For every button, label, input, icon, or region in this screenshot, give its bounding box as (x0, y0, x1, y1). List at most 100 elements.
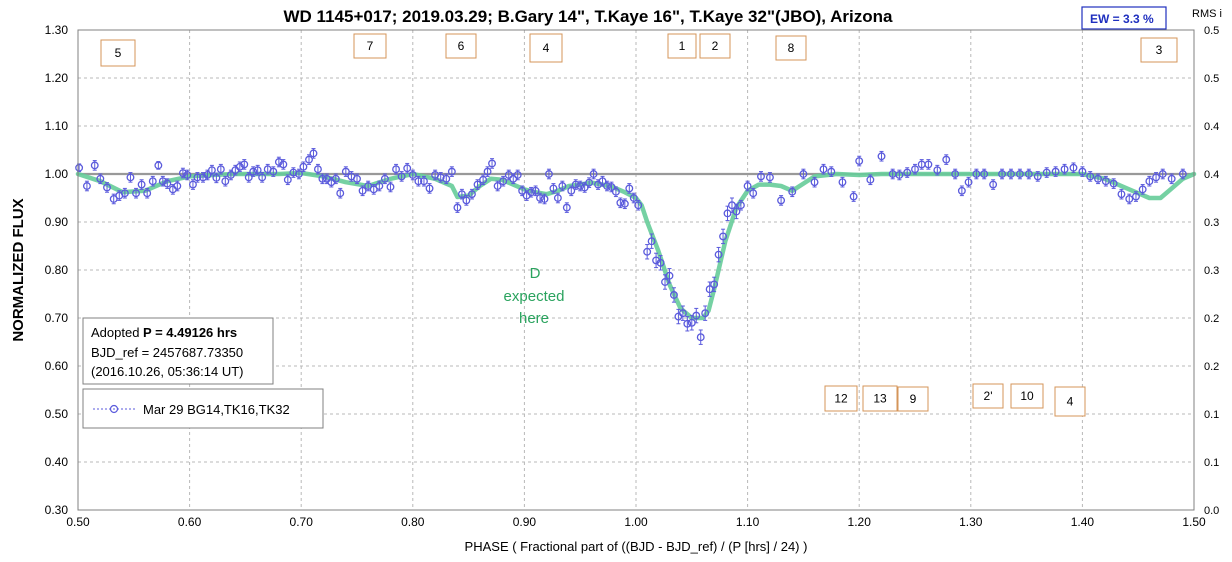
data-point (462, 195, 471, 206)
y-tick-label: 1.20 (45, 71, 69, 85)
svg-text:8: 8 (788, 41, 795, 55)
y-tick-label: 0.90 (45, 215, 69, 229)
data-point (386, 181, 395, 193)
event-marker-top: 6 (445, 33, 477, 59)
data-point (714, 246, 723, 263)
y-tick-label: 0.80 (45, 263, 69, 277)
data-point (1125, 193, 1134, 205)
data-point (467, 188, 476, 200)
x-tick-label: 1.10 (736, 515, 760, 529)
data-point (827, 166, 836, 177)
data-point (957, 185, 966, 197)
x-tick-label: 1.00 (624, 515, 648, 529)
right-tick-label: 0.2 (1204, 361, 1219, 373)
x-tick-label: 0.60 (178, 515, 202, 529)
right-tick-label: 0.1 (1204, 457, 1219, 469)
data-point (90, 160, 99, 171)
y-tick-label: 0.60 (45, 359, 69, 373)
right-tick-label: 0.1 (1204, 409, 1219, 421)
data-point (1078, 166, 1087, 177)
event-marker-bottom: 10 (1010, 383, 1044, 409)
data-point (504, 169, 513, 181)
data-point (924, 159, 933, 170)
data-point (665, 268, 674, 284)
data-point (479, 174, 488, 186)
x-tick-labels: 0.50 0.60 0.70 0.80 0.90 1.00 1.10 1.20 1.30 1.40… (66, 515, 1206, 529)
data-point (736, 199, 745, 211)
data-point (989, 179, 998, 190)
right-axis-title: RMS i (1192, 8, 1222, 20)
data-point (109, 193, 118, 205)
data-point (183, 169, 192, 181)
y-tick-label: 1.10 (45, 119, 69, 133)
svg-text:13: 13 (873, 392, 887, 406)
data-point (221, 175, 230, 187)
data-point (710, 276, 719, 293)
data-point (1101, 175, 1110, 187)
data-point (652, 252, 661, 269)
data-point (380, 173, 389, 185)
data-point (513, 169, 522, 181)
data-point (972, 168, 981, 180)
legend: Mar 29 BG14,TK16,TK32 (82, 388, 324, 429)
data-point (1167, 173, 1176, 185)
svg-text:3: 3 (1156, 43, 1163, 57)
data-point (1007, 168, 1015, 180)
data-point (331, 173, 340, 185)
data-point (634, 199, 643, 211)
data-point (420, 175, 428, 187)
data-point (656, 255, 665, 271)
annotation-d-expected: D expected here (504, 265, 565, 327)
data-point (258, 172, 267, 183)
plot-frame (77, 29, 1195, 511)
data-point (436, 172, 445, 183)
data-point (143, 187, 152, 199)
x-tick-label: 0.90 (513, 515, 537, 529)
data-point (493, 180, 502, 192)
data-point (473, 179, 482, 190)
data-point (1033, 171, 1042, 182)
data-point (838, 176, 847, 188)
svg-text:12: 12 (834, 392, 848, 406)
data-point (137, 179, 146, 190)
event-marker-top: 3 (1140, 37, 1178, 63)
x-tick-label: 0.80 (401, 515, 425, 529)
data-point (933, 164, 942, 176)
event-marker-top: 5 (100, 39, 136, 67)
data-point (589, 168, 598, 180)
data-point (299, 161, 308, 173)
data-point (877, 150, 886, 162)
data-point (178, 167, 187, 179)
data-point (661, 274, 669, 290)
svg-text:1: 1 (679, 39, 686, 53)
right-tick-label: 0.3 (1204, 265, 1219, 277)
data-point (442, 173, 451, 185)
data-point (1158, 168, 1167, 180)
data-point (571, 179, 580, 190)
data-point (743, 180, 752, 192)
data-point (625, 183, 634, 194)
data-point (616, 197, 625, 209)
data-point (678, 305, 687, 321)
data-point (341, 166, 350, 177)
data-point (819, 163, 828, 175)
data-point (1015, 168, 1024, 180)
data-point (126, 172, 135, 183)
data-point (392, 163, 401, 175)
right-tick-label: 0.5 (1204, 25, 1219, 37)
data-point (683, 316, 692, 332)
y-tick-label: 0.50 (45, 407, 69, 421)
data-point (611, 186, 620, 198)
svg-text:6: 6 (458, 39, 465, 53)
data-point (447, 166, 456, 177)
data-point (279, 159, 288, 170)
event-marker-bottom: 9 (897, 386, 929, 412)
right-tick-label: 0.5 (1204, 73, 1219, 85)
data-point (647, 233, 656, 249)
data-point (696, 329, 705, 345)
data-point (207, 164, 216, 176)
data-point (911, 163, 919, 175)
data-point (545, 168, 553, 180)
data-point (313, 163, 322, 175)
